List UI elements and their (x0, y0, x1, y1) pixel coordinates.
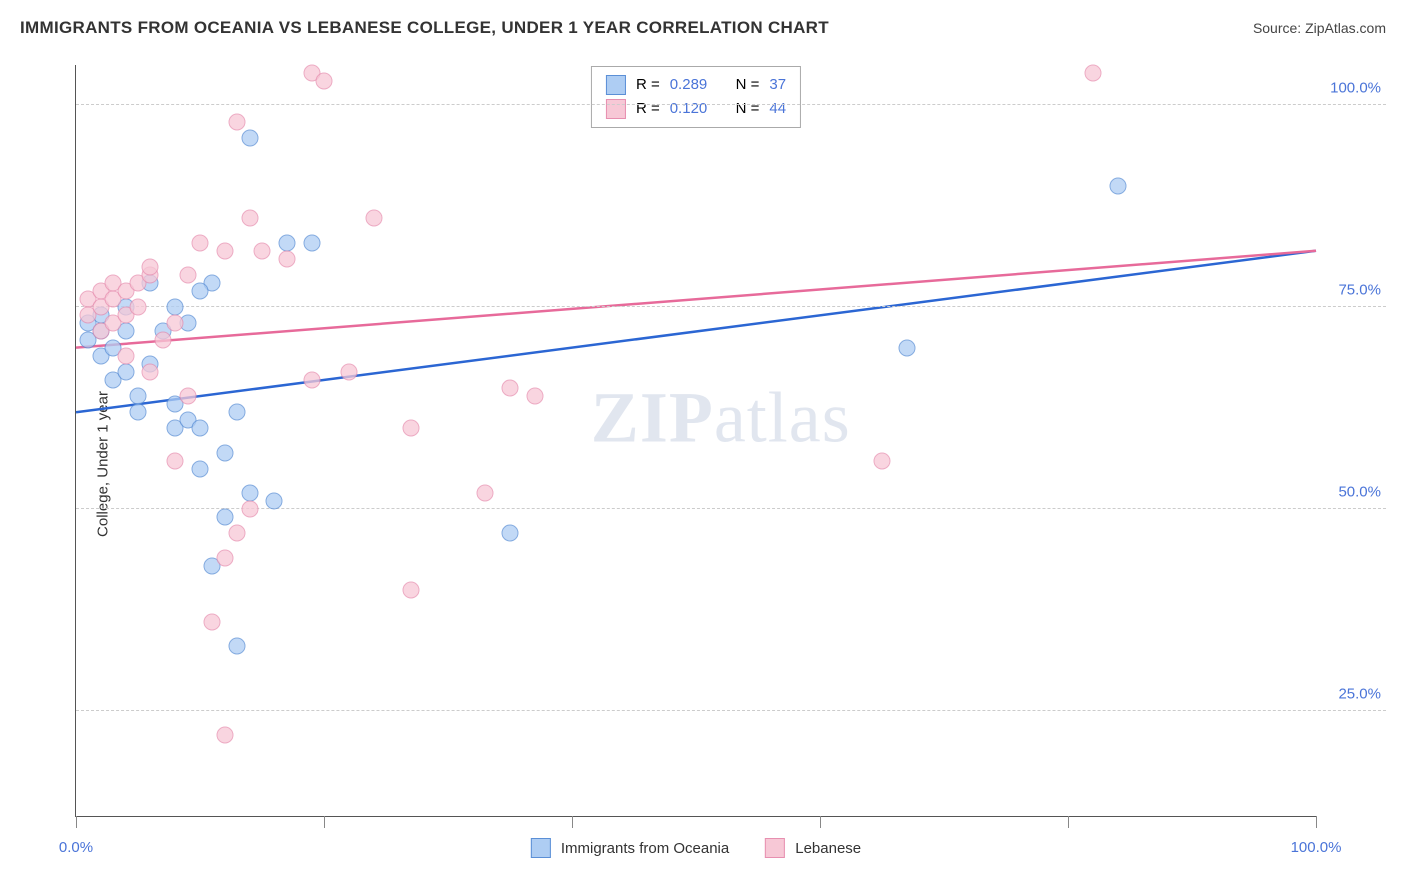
data-point (167, 315, 184, 332)
data-point (216, 549, 233, 566)
legend-label-pink: Lebanese (795, 840, 861, 857)
data-point (130, 404, 147, 421)
swatch-blue (531, 838, 551, 858)
r-label: R = (636, 73, 660, 97)
y-tick-label: 75.0% (1338, 282, 1381, 299)
n-value-pink: 44 (769, 97, 786, 121)
data-point (229, 113, 246, 130)
legend-item-pink: Lebanese (765, 838, 861, 858)
data-point (229, 404, 246, 421)
chart-title: IMMIGRANTS FROM OCEANIA VS LEBANESE COLL… (20, 18, 829, 38)
x-tick-label-right: 100.0% (1291, 839, 1342, 856)
data-point (241, 501, 258, 518)
r-value-pink: 0.120 (670, 97, 708, 121)
n-label: N = (736, 73, 760, 97)
n-label: N = (736, 97, 760, 121)
data-point (477, 485, 494, 502)
swatch-pink (765, 838, 785, 858)
data-point (192, 460, 209, 477)
x-tick (572, 816, 573, 828)
data-point (117, 363, 134, 380)
data-point (402, 581, 419, 598)
x-tick (1068, 816, 1069, 828)
data-point (254, 242, 271, 259)
data-point (502, 380, 519, 397)
data-point (316, 73, 333, 90)
data-point (142, 258, 159, 275)
stats-legend: R = 0.289 N = 37 R = 0.120 N = 44 (591, 66, 801, 128)
source-label: Source: ZipAtlas.com (1253, 20, 1386, 36)
trend-line (76, 251, 1316, 348)
data-point (216, 444, 233, 461)
plot-area: ZIPatlas R = 0.289 N = 37 R = 0.120 N = … (75, 65, 1316, 817)
data-point (303, 234, 320, 251)
data-point (192, 234, 209, 251)
data-point (229, 638, 246, 655)
legend-item-blue: Immigrants from Oceania (531, 838, 729, 858)
x-tick-label-left: 0.0% (59, 839, 93, 856)
swatch-blue (606, 75, 626, 95)
data-point (229, 525, 246, 542)
data-point (1109, 178, 1126, 195)
chart-container: College, Under 1 year ZIPatlas R = 0.289… (20, 55, 1386, 872)
gridline (76, 104, 1386, 105)
data-point (303, 371, 320, 388)
data-point (192, 283, 209, 300)
data-point (874, 452, 891, 469)
trend-line (76, 251, 1316, 413)
data-point (278, 234, 295, 251)
legend-label-blue: Immigrants from Oceania (561, 840, 729, 857)
series-legend: Immigrants from Oceania Lebanese (531, 838, 861, 858)
data-point (117, 347, 134, 364)
r-value-blue: 0.289 (670, 73, 708, 97)
trend-lines (76, 65, 1316, 816)
data-point (241, 485, 258, 502)
y-tick-label: 100.0% (1330, 80, 1381, 97)
data-point (502, 525, 519, 542)
swatch-pink (606, 99, 626, 119)
x-tick (820, 816, 821, 828)
data-point (192, 420, 209, 437)
data-point (130, 299, 147, 316)
data-point (216, 242, 233, 259)
data-point (142, 363, 159, 380)
data-point (204, 614, 221, 631)
data-point (278, 250, 295, 267)
data-point (898, 339, 915, 356)
gridline (76, 306, 1386, 307)
data-point (130, 388, 147, 405)
data-point (216, 509, 233, 526)
y-tick-label: 25.0% (1338, 686, 1381, 703)
data-point (167, 452, 184, 469)
data-point (216, 727, 233, 744)
data-point (340, 363, 357, 380)
stats-row-pink: R = 0.120 N = 44 (606, 97, 786, 121)
data-point (179, 388, 196, 405)
data-point (365, 210, 382, 227)
n-value-blue: 37 (769, 73, 786, 97)
data-point (526, 388, 543, 405)
x-tick (324, 816, 325, 828)
data-point (154, 331, 171, 348)
stats-row-blue: R = 0.289 N = 37 (606, 73, 786, 97)
watermark: ZIPatlas (591, 376, 851, 459)
r-label: R = (636, 97, 660, 121)
gridline (76, 710, 1386, 711)
x-tick (76, 816, 77, 828)
y-tick-label: 50.0% (1338, 484, 1381, 501)
x-tick (1316, 816, 1317, 828)
data-point (167, 299, 184, 316)
data-point (179, 266, 196, 283)
data-point (1084, 65, 1101, 82)
data-point (266, 493, 283, 510)
data-point (241, 129, 258, 146)
data-point (241, 210, 258, 227)
data-point (402, 420, 419, 437)
